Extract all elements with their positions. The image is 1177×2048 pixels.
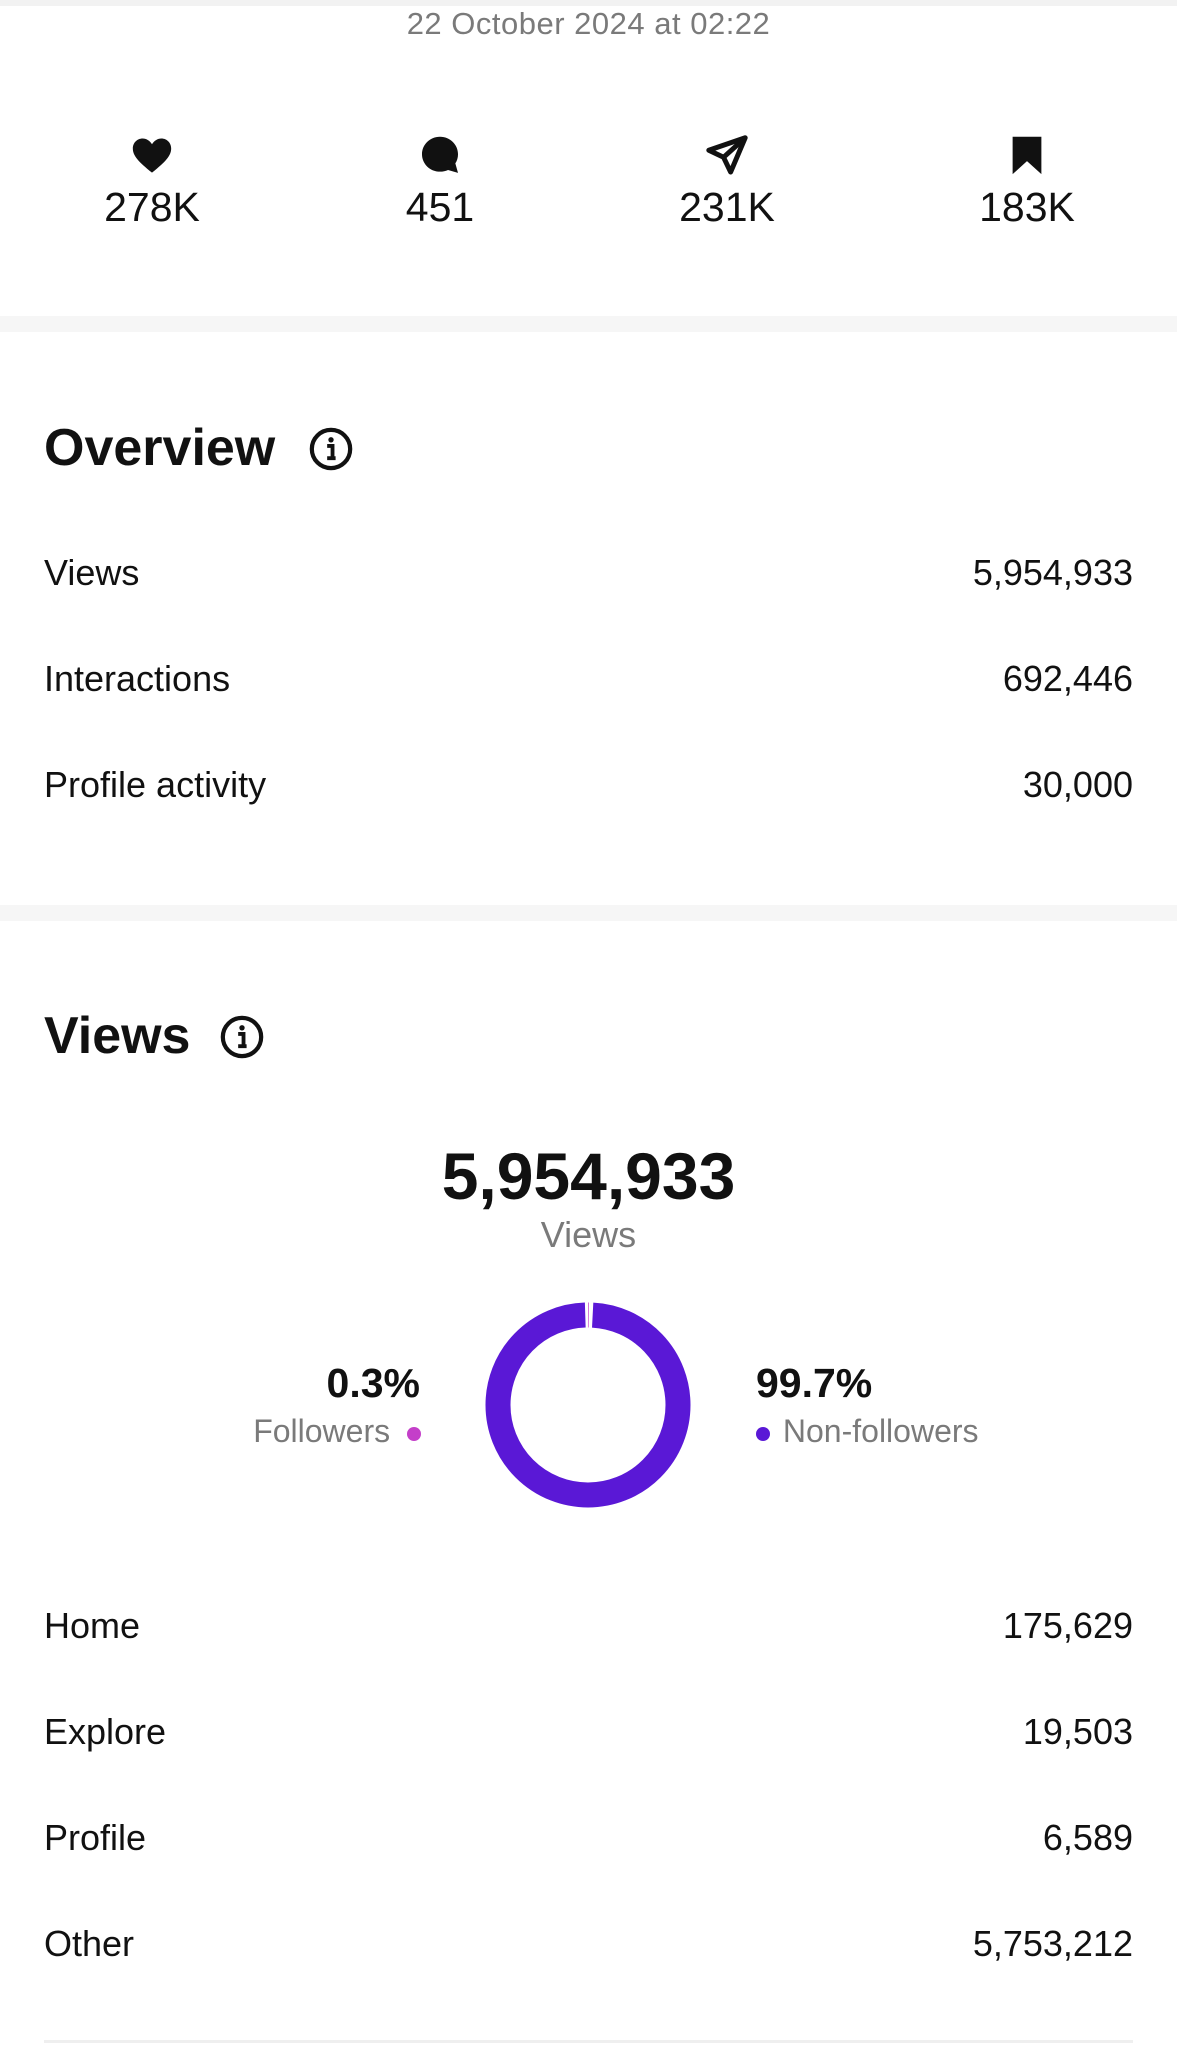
bottom-divider [44,2040,1133,2043]
row-label: Views [44,552,140,593]
engagement-stats: 278K 451 231K 183K [0,132,1177,252]
donut-segment-non-followers [485,1302,691,1508]
heart-icon [132,138,172,173]
views-source-row-other[interactable]: Other 5,753,212 [44,1923,1133,1983]
row-label: Interactions [44,658,231,699]
section-divider [0,316,1177,332]
views-title: Views [44,1007,191,1065]
likes-stat[interactable]: 278K [52,132,252,231]
followers-dot [407,1426,421,1441]
comments-stat[interactable]: 451 [340,132,540,231]
row-value: 19,503 [1022,1711,1133,1752]
views-source-row-home[interactable]: Home 175,629 [44,1605,1133,1665]
send-icon [706,135,748,175]
views-info-icon[interactable] [219,1014,265,1060]
non-followers-legend: Non-followers [756,1413,979,1450]
shares-count: 231K [679,184,775,230]
post-date: 22 October 2024 at 02:22 [406,6,771,41]
likes-count: 278K [104,184,200,230]
followers-legend: Followers [253,1413,421,1450]
followers-label: Followers [253,1413,391,1449]
overview-row-views[interactable]: Views 5,954,933 [44,552,1133,612]
row-value: 5,753,212 [972,1923,1133,1964]
saves-count: 183K [979,184,1075,230]
shares-stat[interactable]: 231K [627,132,827,231]
overview-title: Overview [44,419,276,477]
non-followers-label: Non-followers [782,1413,979,1449]
row-value: 175,629 [1002,1605,1133,1646]
row-label: Profile [44,1817,147,1858]
row-value: 6,589 [1042,1817,1133,1858]
views-total: 5,954,933 [441,1139,736,1213]
row-value: 30,000 [1022,764,1133,805]
overview-info-icon[interactable] [308,426,354,472]
top-divider [0,0,1177,6]
non-followers-percent: 99.7% [756,1360,873,1406]
row-label: Explore [44,1711,167,1752]
views-total-label: Views [540,1214,637,1255]
overview-row-interactions[interactable]: Interactions 692,446 [44,658,1133,718]
followers-percent: 0.3% [326,1360,420,1406]
donut-segment-followers [485,1302,691,1508]
row-label: Home [44,1605,141,1646]
saves-stat[interactable]: 183K [927,132,1127,231]
views-donut-chart [485,1302,691,1508]
row-value: 692,446 [1002,658,1133,699]
comment-icon [421,136,459,173]
section-divider [0,905,1177,921]
views-source-row-profile[interactable]: Profile 6,589 [44,1817,1133,1877]
views-source-row-explore[interactable]: Explore 19,503 [44,1711,1133,1771]
row-label: Profile activity [44,764,267,805]
overview-row-profile-activity[interactable]: Profile activity 30,000 [44,764,1133,824]
bookmark-icon [1012,136,1042,175]
row-value: 5,954,933 [972,552,1133,593]
row-label: Other [44,1923,135,1964]
non-followers-dot [756,1426,770,1441]
comments-count: 451 [405,184,475,230]
